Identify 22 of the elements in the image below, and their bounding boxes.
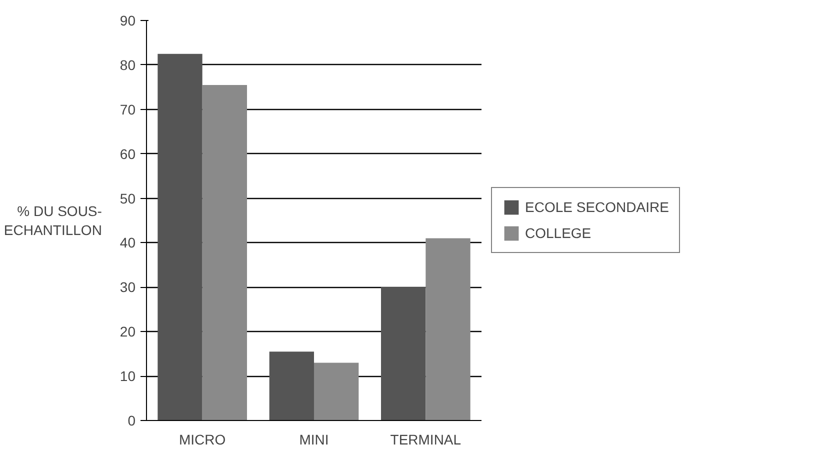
y-tick-label: 0: [128, 412, 136, 428]
y-tick-label: 10: [120, 368, 136, 384]
y-tick-label: 30: [120, 279, 136, 296]
y-tick-label: 40: [120, 234, 136, 251]
legend-label: ECOLE SECONDAIRE: [525, 199, 669, 215]
x-tick-label: MINI: [299, 432, 329, 448]
y-axis-title: % DU SOUS-ECHANTILLON: [4, 202, 102, 238]
bar: [314, 362, 359, 420]
bar: [202, 84, 247, 420]
y-tick-label: 90: [120, 12, 136, 28]
bar: [158, 54, 202, 420]
bar: [426, 238, 470, 420]
x-tick-label: TERMINAL: [390, 432, 462, 448]
y-tick-label: 50: [120, 190, 136, 206]
y-tick-label: 70: [120, 101, 136, 118]
x-tick-label: MICRO: [179, 432, 226, 448]
bar: [269, 352, 314, 420]
y-tick-label: 80: [120, 56, 136, 73]
y-tick-label: 20: [120, 324, 136, 340]
y-tick-label: 60: [120, 146, 136, 162]
bar: [381, 287, 426, 420]
legend-label: COLLEGE: [525, 225, 592, 241]
